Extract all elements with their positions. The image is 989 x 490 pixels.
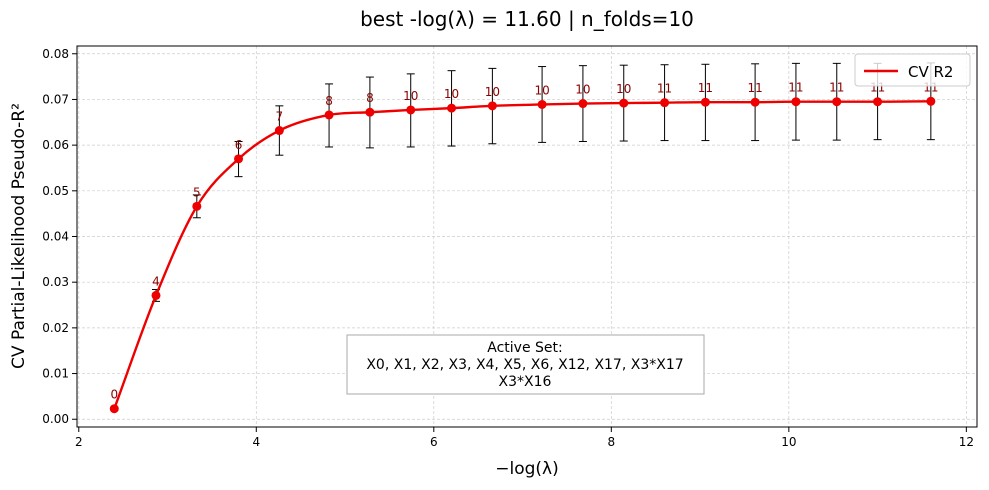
- data-label: 11: [829, 81, 844, 95]
- data-point: [750, 97, 760, 107]
- data-point: [487, 101, 497, 111]
- y-tick-label: 0.00: [42, 412, 69, 426]
- series-line-layer: [113, 100, 931, 410]
- legend-entry-cv-r2: CV R2: [908, 63, 953, 81]
- annotation-title: Active Set:: [487, 340, 562, 356]
- data-label: 10: [616, 82, 631, 96]
- data-label: 0: [110, 388, 118, 402]
- annotation-line-1: X0, X1, X2, X3, X4, X5, X6, X12, X17, X3…: [366, 357, 683, 373]
- data-label: 5: [193, 185, 201, 199]
- legend-box: [854, 53, 971, 87]
- data-point: [832, 97, 842, 107]
- y-tick-label: 0.05: [42, 184, 69, 198]
- data-label: 8: [366, 91, 374, 105]
- data-point: [660, 98, 670, 108]
- legend: CV R2: [854, 53, 971, 87]
- data-point: [151, 290, 161, 300]
- y-tick-label: 0.04: [42, 230, 69, 244]
- data-label: 10: [485, 85, 500, 99]
- data-point: [791, 97, 801, 107]
- data-label: 4: [152, 274, 160, 288]
- data-point: [109, 404, 119, 414]
- data-label: 10: [403, 89, 418, 103]
- data-point: [234, 154, 244, 164]
- data-point: [447, 103, 457, 113]
- data-point: [537, 99, 547, 109]
- data-point: [926, 96, 936, 106]
- x-tick-label: 12: [959, 435, 974, 449]
- series-line-cv-r2: [113, 100, 931, 410]
- data-label: 11: [747, 81, 762, 95]
- data-points: [109, 96, 936, 414]
- annotation-box: [346, 334, 705, 395]
- data-point: [406, 105, 416, 115]
- active-set-annotation: Active Set: X0, X1, X2, X3, X4, X5, X6, …: [346, 334, 705, 395]
- data-point: [873, 97, 883, 107]
- x-tick-label: 4: [252, 435, 260, 449]
- data-point: [324, 110, 334, 120]
- y-tick-label: 0.02: [42, 321, 69, 335]
- data-label: 10: [534, 83, 549, 97]
- data-label: 8: [325, 94, 333, 108]
- y-tick-label: 0.07: [42, 92, 69, 106]
- y-tick-label: 0.08: [42, 47, 69, 61]
- data-label: 11: [657, 82, 672, 96]
- x-axis-label: −log(λ): [495, 459, 558, 479]
- data-point: [578, 99, 588, 109]
- chart-title: best -log(λ) = 11.60 | n_folds=10: [360, 7, 694, 31]
- data-label: 6: [235, 138, 243, 152]
- data-label: 10: [444, 87, 459, 101]
- data-point: [192, 201, 202, 211]
- y-axis-label: CV Partial-Likelihood Pseudo-R²: [9, 103, 29, 369]
- data-label: 10: [575, 83, 590, 97]
- x-tick-label: 10: [781, 435, 796, 449]
- data-label: 11: [698, 81, 713, 95]
- y-tick-label: 0.01: [42, 367, 69, 381]
- x-tick-label: 2: [75, 435, 83, 449]
- annotation-line-2: X3*X16: [499, 374, 552, 390]
- data-point: [619, 98, 629, 108]
- data-point: [365, 107, 375, 117]
- y-tick-label: 0.03: [42, 275, 69, 289]
- data-label: 11: [788, 81, 803, 95]
- data-point: [700, 97, 710, 107]
- data-point: [274, 126, 284, 136]
- data-label: 7: [276, 110, 284, 124]
- x-tick-label: 6: [430, 435, 438, 449]
- axis-ticks: 2 4 6 8 10 12 0.00 0.01 0.02 0.03 0.04 0.05 0.06 0.07…: [42, 47, 974, 449]
- x-tick-label: 8: [607, 435, 615, 449]
- y-tick-label: 0.06: [42, 138, 69, 152]
